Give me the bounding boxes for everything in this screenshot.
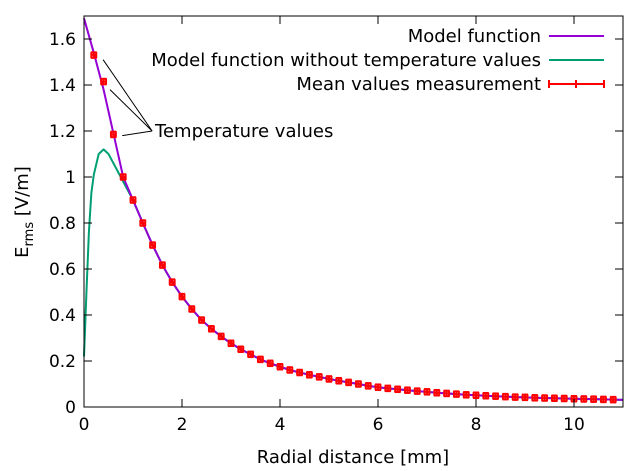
data-point: [305, 371, 313, 379]
data-point: [129, 196, 137, 204]
data-point: [394, 385, 402, 394]
data-point: [374, 383, 382, 391]
x-tick-label: 2: [177, 415, 188, 435]
data-point: [207, 325, 215, 333]
plot-frame: [83, 15, 624, 408]
x-tick-label: 0: [79, 415, 90, 435]
x-tick-label: 4: [275, 415, 286, 435]
data-point: [256, 355, 264, 364]
x-axis-title: Radial distance [mm]: [257, 447, 449, 468]
annotation-label: Temperature values: [154, 121, 333, 142]
y-tick-label: 1: [65, 168, 76, 188]
data-point: [227, 339, 235, 348]
data-point: [149, 241, 157, 249]
data-point: [100, 77, 108, 86]
y-tick-label: 0.2: [49, 352, 76, 372]
data-point: [521, 393, 529, 402]
y-tick-label: 1.4: [49, 76, 76, 96]
annotation-pointer: [102, 59, 153, 132]
y-tick-label: 1.2: [49, 122, 76, 142]
data-point: [423, 388, 431, 396]
data-point: [482, 391, 490, 400]
series-line-model-without-temperature: [83, 148, 624, 401]
data-point: [109, 130, 117, 139]
data-point: [139, 219, 147, 227]
data-point: [247, 350, 255, 359]
data-point: [580, 395, 588, 403]
data-point: [384, 384, 392, 393]
data-point: [354, 380, 362, 388]
data-point: [413, 387, 421, 395]
annotation-pointer: [122, 130, 153, 137]
data-point: [452, 390, 460, 398]
y-tick-label: 0.8: [49, 214, 76, 234]
y-tick-label: 1.6: [49, 30, 76, 50]
data-point: [178, 292, 186, 301]
data-point: [472, 391, 480, 400]
y-tick-label: 0.6: [49, 260, 76, 280]
data-point: [531, 394, 539, 402]
legend-label: Model function without temperature value…: [151, 50, 541, 71]
data-point: [90, 51, 98, 59]
data-point: [541, 394, 549, 402]
annotation-pointer: [109, 89, 153, 132]
data-point: [188, 305, 196, 313]
data-point: [335, 377, 343, 385]
data-point: [325, 375, 333, 383]
data-point: [276, 362, 284, 371]
data-point: [403, 386, 411, 394]
data-point: [266, 359, 274, 368]
x-tick-label: 10: [563, 415, 585, 435]
data-point: [119, 173, 127, 181]
data-point: [492, 392, 500, 400]
data-point: [462, 391, 470, 399]
data-point: [443, 389, 451, 398]
data-point: [198, 316, 206, 324]
data-point: [315, 373, 323, 381]
data-point: [560, 394, 568, 403]
data-point: [599, 395, 607, 404]
data-point: [168, 278, 176, 286]
legend-label: Model function: [408, 26, 541, 47]
data-point: [237, 345, 245, 354]
legend-label: Mean values measurement: [296, 74, 541, 95]
x-tick-label: 6: [373, 415, 384, 435]
x-tick-label: 8: [471, 415, 482, 435]
data-point: [286, 366, 294, 374]
data-point: [345, 378, 353, 387]
data-point: [217, 332, 225, 341]
data-point: [550, 394, 558, 403]
annotation: Temperature values: [102, 59, 333, 142]
y-tick-label: 0: [65, 398, 76, 418]
legend: Model function Model function without tem…: [151, 26, 605, 95]
data-point: [609, 395, 617, 404]
data-point: [511, 393, 519, 401]
data-point: [433, 388, 441, 397]
data-point: [590, 395, 598, 403]
data-point: [158, 261, 166, 269]
data-point: [501, 392, 509, 401]
plot-marks: [83, 18, 624, 404]
y-axis-title: Erms [V/m]: [12, 166, 37, 258]
data-point: [296, 368, 304, 377]
axis-ticks: 0 2 4 6 8 10 0 0.2 0.4 0.6 0.8 1 1.2 1.4 1.6: [49, 16, 623, 435]
y-tick-label: 0.4: [49, 306, 76, 326]
data-point: [364, 382, 372, 390]
